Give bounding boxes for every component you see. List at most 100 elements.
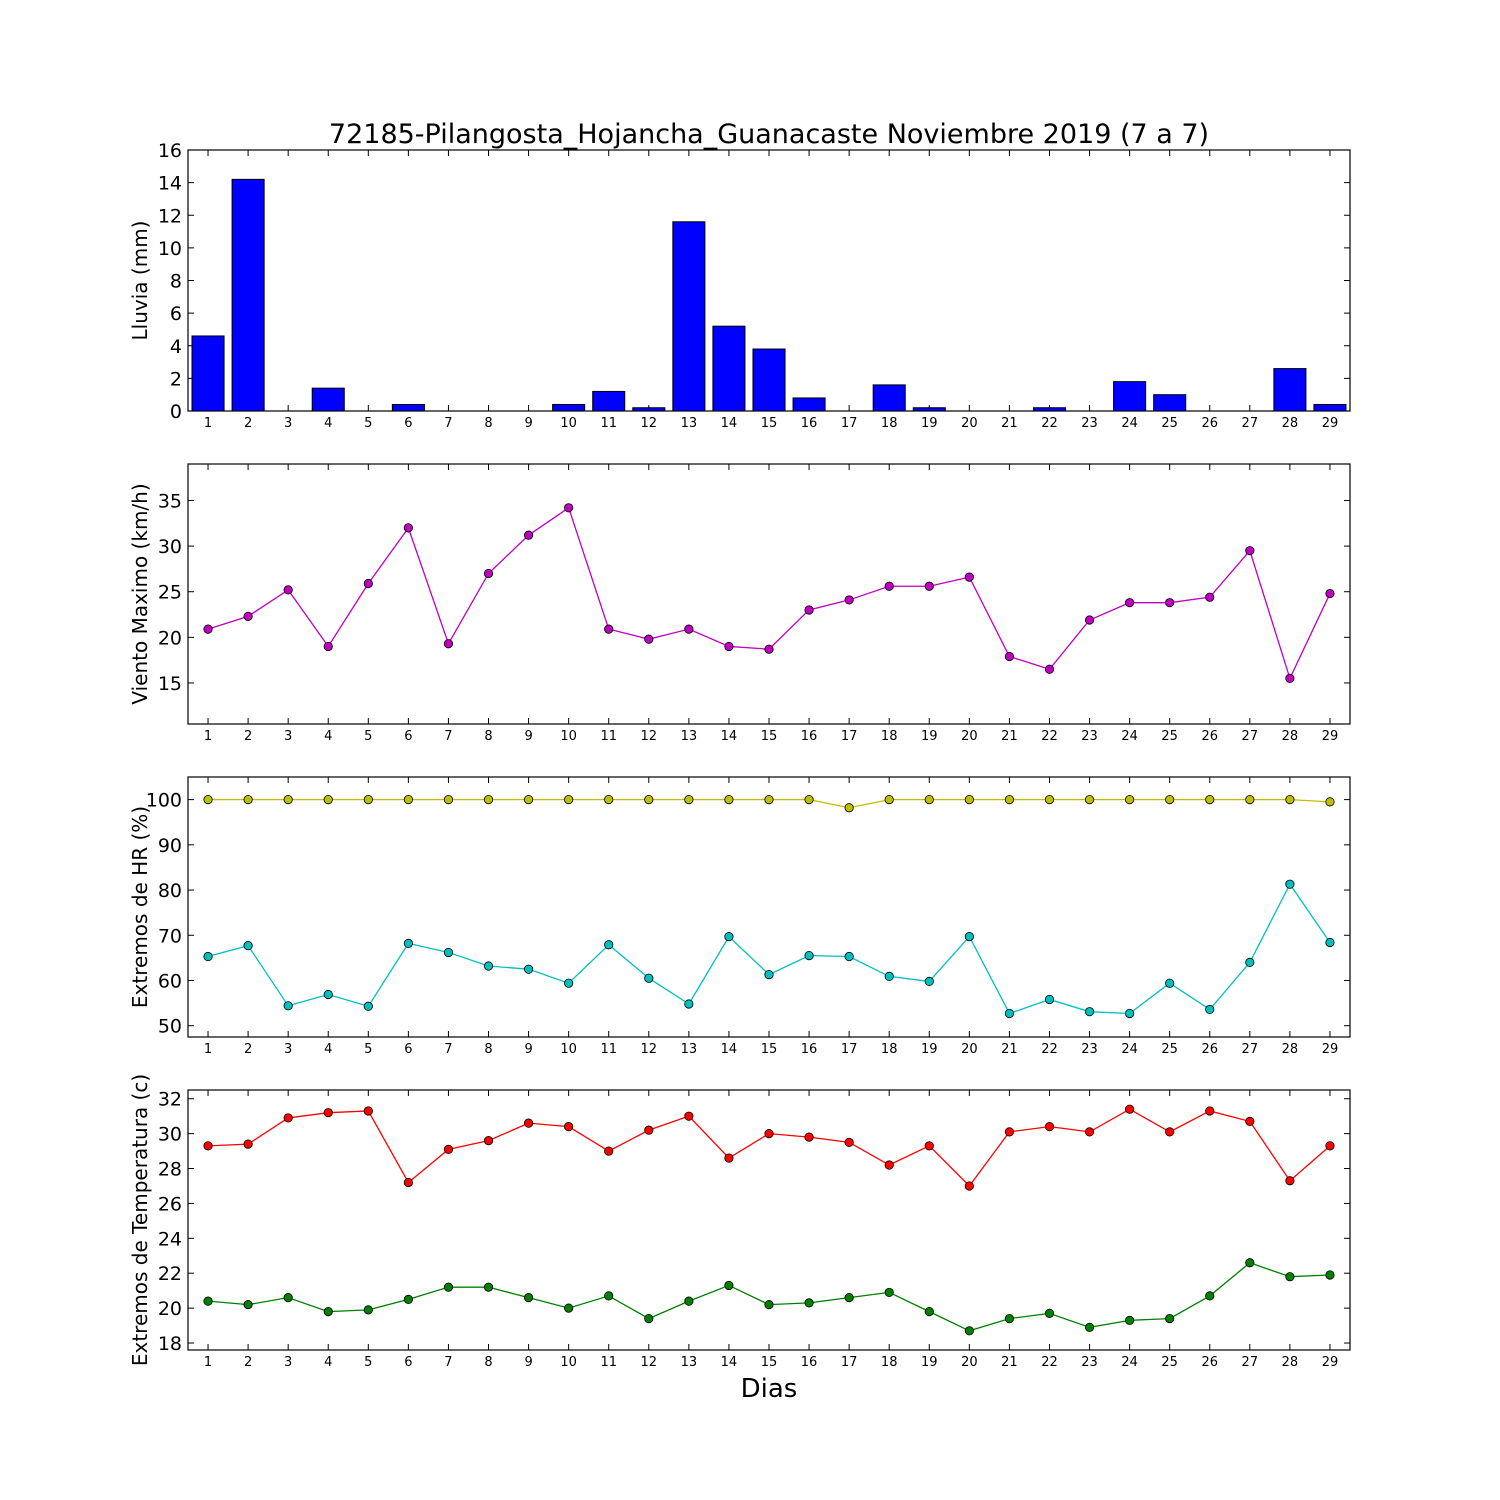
data-point: [924, 1307, 934, 1317]
data-point: [1285, 879, 1295, 889]
bar: [552, 403, 586, 412]
x-tick-label: 2: [244, 729, 252, 744]
x-tick-label: 14: [721, 729, 738, 744]
data-point: [203, 624, 213, 634]
x-tick-label: 16: [801, 1042, 818, 1057]
data-point: [523, 530, 534, 540]
data-point: [403, 523, 413, 533]
x-tick-label: 14: [721, 1355, 738, 1370]
x-tick-label: 13: [681, 1355, 698, 1370]
data-point: [1245, 1258, 1255, 1268]
y-tick-label: 16: [158, 140, 182, 162]
x-tick-label: 20: [961, 1355, 978, 1370]
data-point: [523, 1293, 534, 1303]
data-point: [203, 1296, 213, 1306]
x-tick-label: 25: [1161, 729, 1178, 744]
x-tick-label: 10: [560, 729, 577, 744]
x-tick-label: 27: [1242, 729, 1259, 744]
data-point: [243, 795, 253, 805]
data-point: [1044, 1308, 1055, 1318]
x-tick-label: 12: [641, 416, 658, 431]
data-point: [1285, 1272, 1295, 1282]
bar: [1313, 403, 1347, 412]
data-point: [604, 940, 614, 950]
data-point: [964, 1181, 974, 1191]
x-tick-label: 15: [761, 1042, 778, 1057]
x-tick-label: 18: [881, 1042, 898, 1057]
x-tick-label: 3: [284, 416, 292, 431]
data-point: [884, 1160, 894, 1170]
data-point: [884, 581, 894, 591]
data-point: [804, 795, 814, 805]
data-point: [1165, 1313, 1175, 1324]
bar: [872, 384, 906, 412]
bar: [752, 348, 786, 412]
data-point: [844, 951, 854, 962]
plot-area: [187, 776, 1351, 1038]
chart-title: 72185-Pilangosta_Hojancha_Guanacaste Nov…: [329, 119, 1209, 150]
data-point: [1004, 651, 1015, 662]
x-tick-label: 14: [721, 1042, 738, 1057]
data-point: [644, 1313, 654, 1324]
data-point: [243, 1300, 253, 1310]
data-point: [1004, 1008, 1015, 1019]
x-tick-label: 2: [244, 1042, 252, 1057]
x-tick-label: 25: [1161, 416, 1178, 431]
x-tick-label: 7: [444, 1042, 452, 1057]
y-tick-label: 14: [158, 173, 182, 195]
x-tick-label: 4: [324, 1355, 332, 1370]
x-tick-label: 10: [560, 1355, 577, 1370]
y-tick-label: 80: [158, 880, 182, 902]
bar: [672, 221, 706, 412]
x-tick-label: 28: [1282, 1355, 1299, 1370]
x-tick-label: 2: [244, 1355, 252, 1370]
data-point: [724, 1153, 734, 1163]
x-tick-label: 16: [801, 729, 818, 744]
x-tick-label: 29: [1322, 416, 1339, 431]
data-point: [604, 1291, 614, 1301]
x-tick-label: 27: [1242, 1355, 1259, 1370]
x-tick-label: 21: [1001, 1355, 1018, 1370]
data-point: [243, 611, 253, 621]
data-point: [804, 1298, 814, 1308]
data-point: [1245, 795, 1255, 805]
y-tick-label: 6: [170, 303, 182, 325]
data-point: [804, 605, 814, 615]
y-tick-label: 4: [170, 336, 182, 358]
data-point: [1125, 795, 1135, 805]
y-tick-label: 30: [158, 1124, 182, 1146]
x-tick-label: 24: [1121, 416, 1138, 431]
data-point: [1245, 546, 1255, 556]
data-point: [844, 1293, 854, 1303]
data-point: [1165, 598, 1175, 608]
x-tick-label: 16: [801, 416, 818, 431]
data-point: [483, 961, 494, 971]
data-point: [604, 1146, 614, 1156]
data-point: [363, 1305, 373, 1315]
data-point: [323, 795, 333, 805]
x-tick-label: 27: [1242, 1042, 1259, 1057]
data-point: [604, 795, 614, 805]
x-tick-label: 14: [721, 416, 738, 431]
y-tick-label: 50: [158, 1016, 182, 1038]
x-tick-label: 11: [600, 729, 617, 744]
x-tick-label: 28: [1282, 416, 1299, 431]
x-tick-label: 4: [324, 1042, 332, 1057]
data-point: [924, 976, 934, 986]
x-tick-label: 1: [204, 416, 212, 431]
x-tick-label: 9: [524, 1355, 532, 1370]
y-axis-label: Extremos de HR (%): [128, 806, 152, 1008]
x-tick-label: 15: [761, 729, 778, 744]
y-tick-label: 60: [158, 970, 182, 992]
x-tick-label: 22: [1041, 1042, 1058, 1057]
x-tick-label: 24: [1121, 1042, 1138, 1057]
y-axis-label: Viento Maximo (km/h): [128, 483, 152, 704]
y-tick-label: 32: [158, 1089, 182, 1111]
y-tick-label: 100: [146, 790, 182, 812]
y-tick-label: 8: [170, 271, 182, 293]
data-point: [844, 595, 854, 605]
x-tick-label: 5: [364, 729, 372, 744]
x-tick-label: 13: [681, 416, 698, 431]
